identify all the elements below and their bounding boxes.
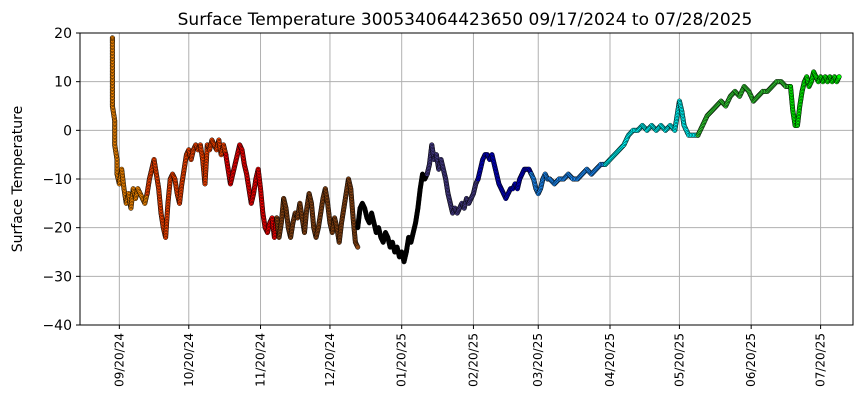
y-tick-label: −10: [42, 172, 72, 188]
data-series: [274, 176, 361, 250]
x-tick-label: 07/20/25: [814, 333, 828, 387]
x-tick-label: 06/20/25: [744, 333, 758, 387]
x-tick-label: 02/20/25: [466, 333, 480, 387]
x-tick-label: 10/20/24: [182, 333, 196, 387]
data-series: [144, 137, 229, 240]
x-tick-label: 12/20/24: [323, 333, 337, 387]
x-axis-ticks: 09/20/24 10/20/24 11/20/24 12/20/24 01/20/25…: [112, 325, 828, 387]
data-series: [223, 142, 280, 240]
data-series-layer: [109, 35, 842, 265]
y-axis-label: Surface Temperature: [10, 106, 26, 252]
x-tick-label: 01/20/25: [395, 333, 409, 387]
data-series: [109, 35, 150, 211]
x-tick-label: 04/20/25: [603, 333, 617, 387]
y-tick-label: −20: [42, 221, 72, 237]
grid-lines: [80, 32, 853, 326]
y-tick-label: −40: [42, 318, 72, 334]
chart-title: Surface Temperature 300534064423650 09/1…: [178, 10, 753, 30]
x-tick-label: 03/20/25: [531, 333, 545, 387]
data-series: [695, 79, 794, 138]
data-series: [355, 171, 430, 265]
y-tick-label: −30: [42, 269, 72, 285]
data-point: [355, 244, 361, 250]
y-tick-label: 10: [54, 75, 72, 91]
x-tick-label: 09/20/24: [112, 333, 126, 387]
data-series: [528, 161, 608, 197]
data-series: [602, 98, 701, 167]
data-series: [424, 142, 481, 216]
x-tick-label: 05/20/25: [672, 333, 686, 387]
y-axis-ticks: 20 10 0 −10 −20 −30 −40: [42, 26, 80, 334]
y-tick-label: 20: [54, 26, 72, 42]
data-point: [836, 74, 842, 80]
data-series: [787, 69, 842, 129]
data-series: [475, 152, 534, 202]
x-tick-label: 11/20/24: [254, 333, 268, 387]
y-tick-label: 0: [63, 123, 72, 139]
